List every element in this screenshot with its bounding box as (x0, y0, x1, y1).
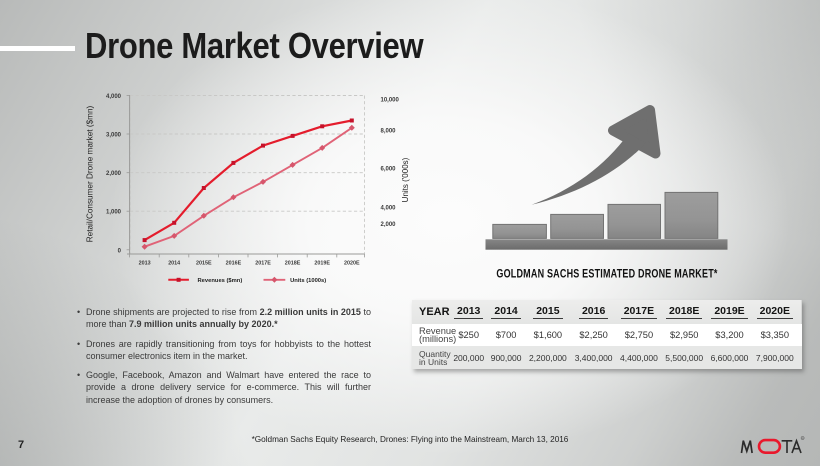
svg-text:10,000: 10,000 (381, 97, 400, 103)
svg-text:3,000: 3,000 (106, 132, 122, 138)
svg-text:4,000: 4,000 (106, 94, 122, 100)
svg-text:Retail/Consumer Drone market (: Retail/Consumer Drone market ($mn) (86, 105, 95, 242)
svg-text:0: 0 (118, 248, 122, 254)
svg-text:2018E: 2018E (285, 261, 301, 267)
svg-text:R: R (802, 436, 804, 440)
svg-text:8,000: 8,000 (381, 128, 397, 134)
svg-text:4,000: 4,000 (381, 206, 397, 212)
svg-text:1,000: 1,000 (106, 210, 122, 216)
svg-text:6,000: 6,000 (381, 167, 397, 173)
svg-text:Units ('000s): Units ('000s) (401, 157, 410, 202)
svg-text:2019E: 2019E (314, 261, 330, 267)
svg-text:Revenues ($mn): Revenues ($mn) (198, 278, 243, 284)
svg-text:2,000: 2,000 (106, 171, 122, 177)
svg-text:2013: 2013 (139, 261, 151, 267)
svg-text:2016E: 2016E (226, 261, 242, 267)
svg-text:2014: 2014 (168, 261, 180, 267)
svg-text:Units (1000s): Units (1000s) (290, 278, 326, 284)
svg-text:2020E: 2020E (344, 261, 360, 267)
svg-text:2015E: 2015E (196, 261, 212, 267)
svg-text:2017E: 2017E (255, 261, 271, 267)
svg-text:2,000: 2,000 (381, 222, 397, 228)
